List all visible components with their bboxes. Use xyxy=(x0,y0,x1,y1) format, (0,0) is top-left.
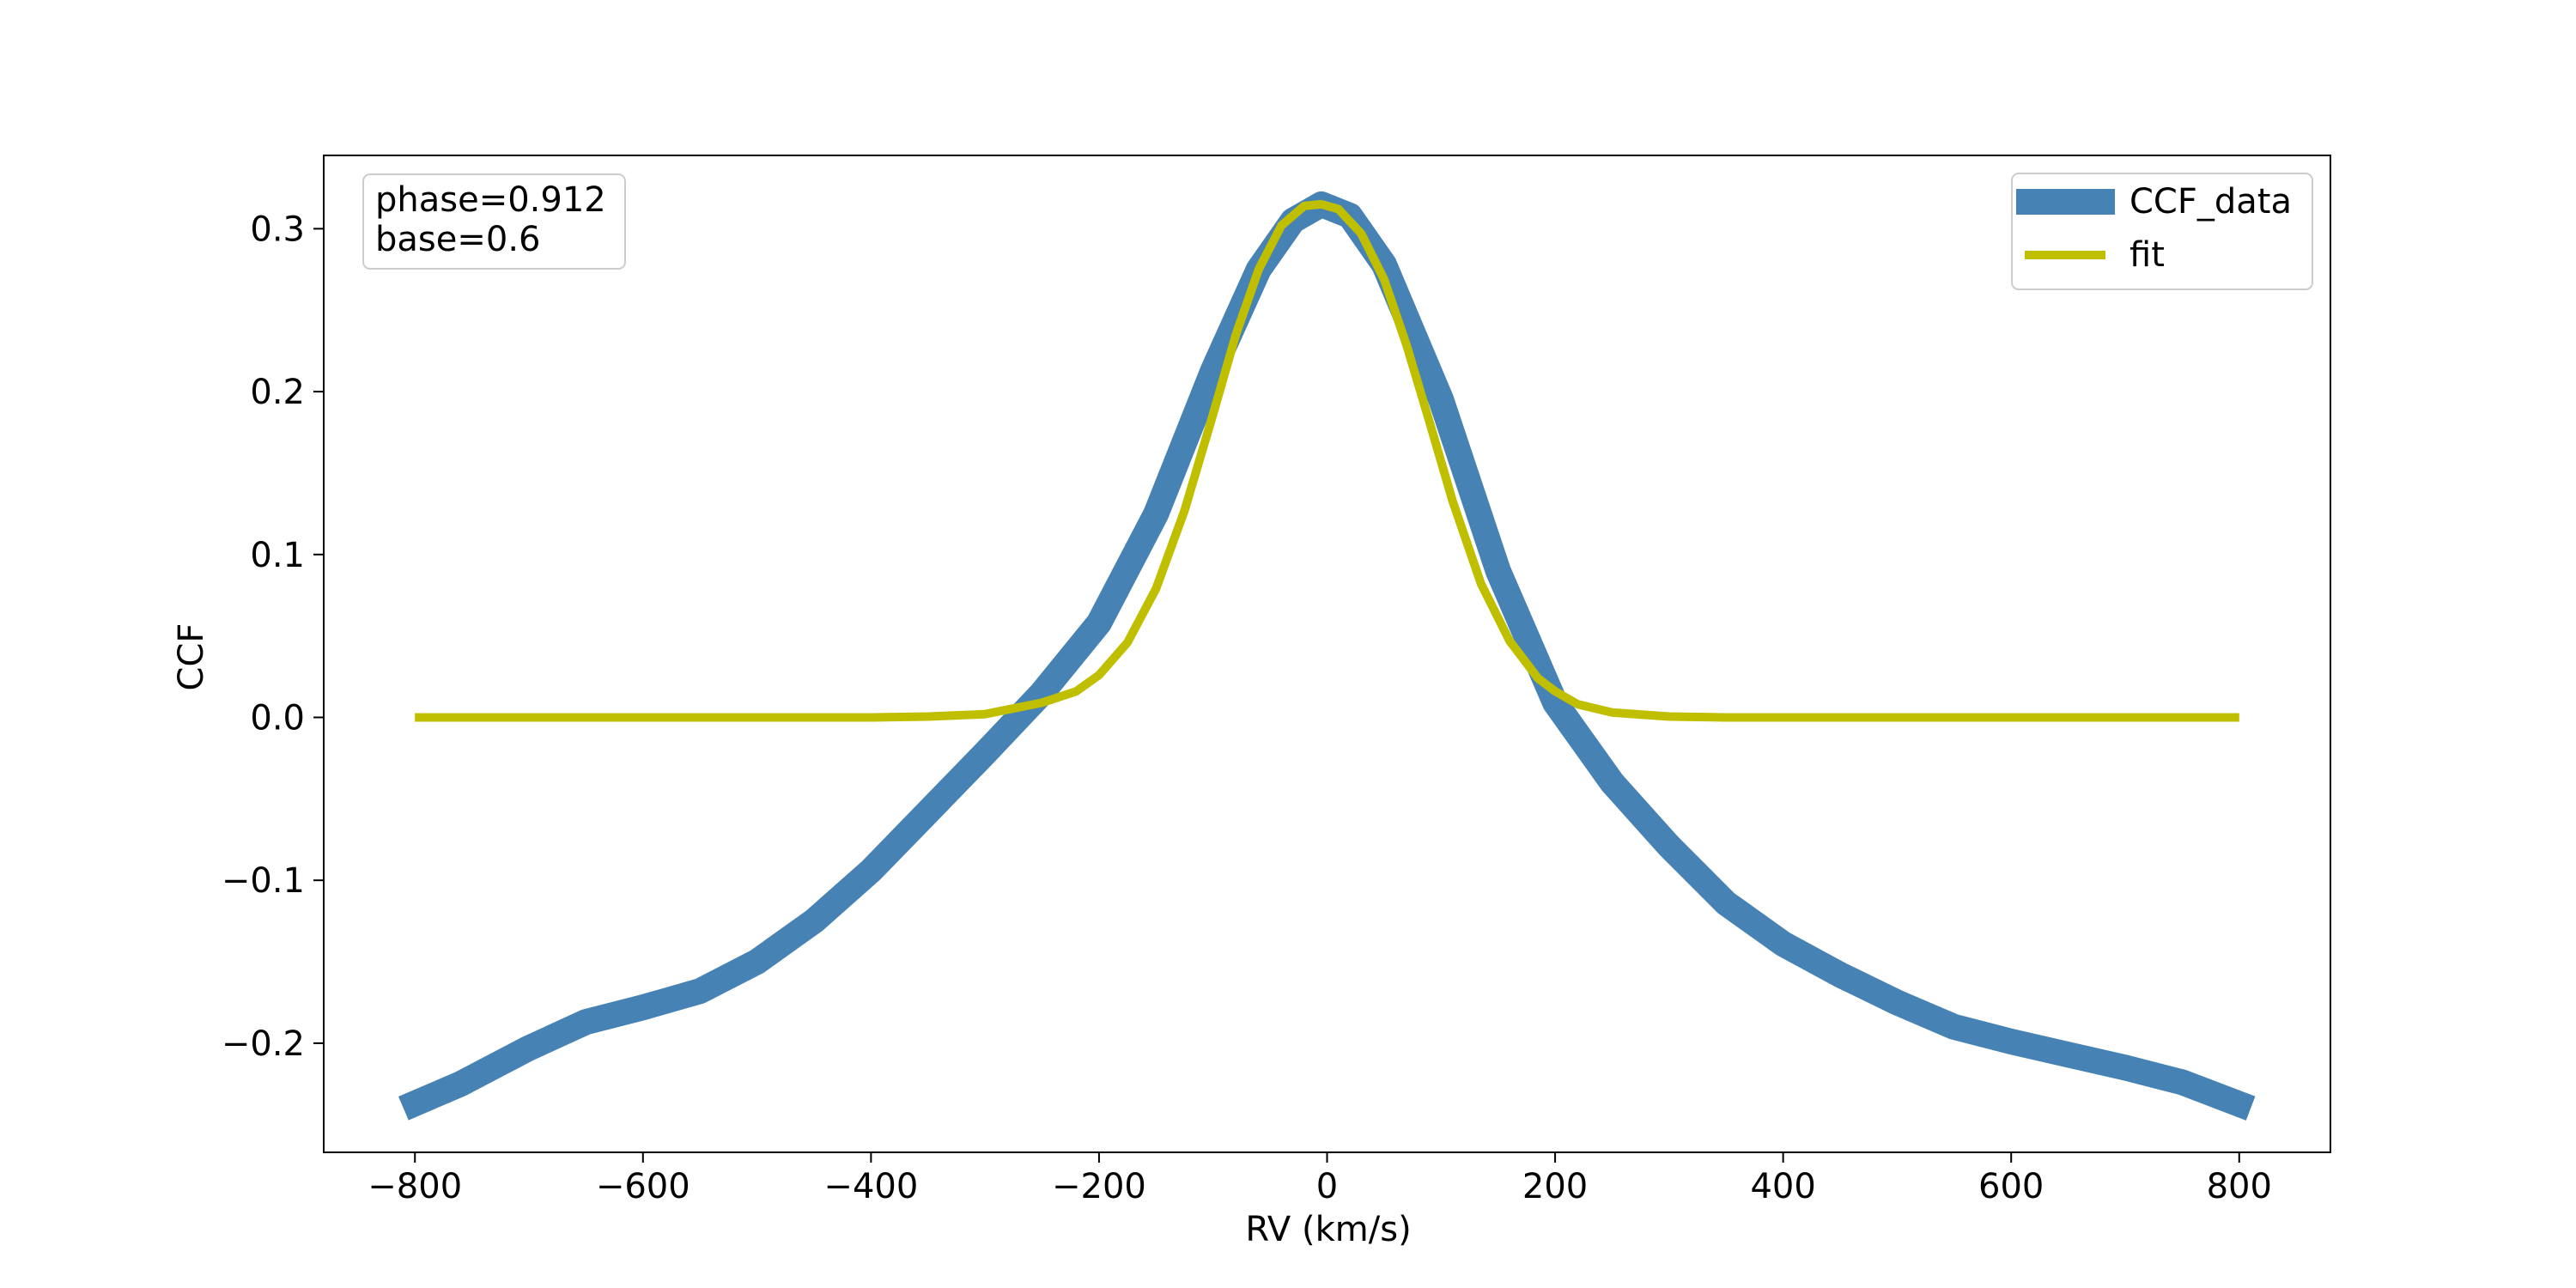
plot-area xyxy=(398,191,2256,1121)
legend-label-ccf-data: CCF_data xyxy=(2129,182,2292,222)
y-tick-label: 0.0 xyxy=(250,698,305,738)
x-tick-label: −600 xyxy=(596,1167,690,1206)
annotation-base: base=0.6 xyxy=(375,220,540,259)
y-axis-label: CCF xyxy=(172,623,211,691)
y-tick-label: 0.1 xyxy=(250,536,305,575)
y-tick-label: −0.1 xyxy=(222,861,305,901)
x-axis-label: RV (km/s) xyxy=(1245,1210,1411,1249)
y-tick-label: 0.3 xyxy=(250,210,305,249)
x-tick-label: 600 xyxy=(1978,1167,2044,1206)
x-tick-label: 0 xyxy=(1316,1167,1338,1206)
y-tick-label: 0.2 xyxy=(250,373,305,412)
x-tick-label: −200 xyxy=(1052,1167,1146,1206)
legend: CCF_data fit xyxy=(2011,173,2313,290)
annotation-frame xyxy=(362,173,626,270)
axes: −800 −600 −400 −200 0 200 400 600 800 −0.2 −0.1 0.0… xyxy=(222,155,2331,1206)
legend-label-fit: fit xyxy=(2129,235,2165,275)
y-tick-label: −0.2 xyxy=(222,1024,305,1064)
x-tick-label: −400 xyxy=(823,1167,918,1206)
annotation-box: phase=0.912 base=0.6 xyxy=(362,173,626,270)
x-tick-label: −800 xyxy=(368,1167,462,1206)
annotation-phase: phase=0.912 xyxy=(375,180,606,220)
x-tick-label: 200 xyxy=(1522,1167,1588,1206)
x-tick-label: 800 xyxy=(2207,1167,2272,1206)
x-tick-label: 400 xyxy=(1750,1167,1815,1206)
series-line-fit xyxy=(415,199,2239,722)
